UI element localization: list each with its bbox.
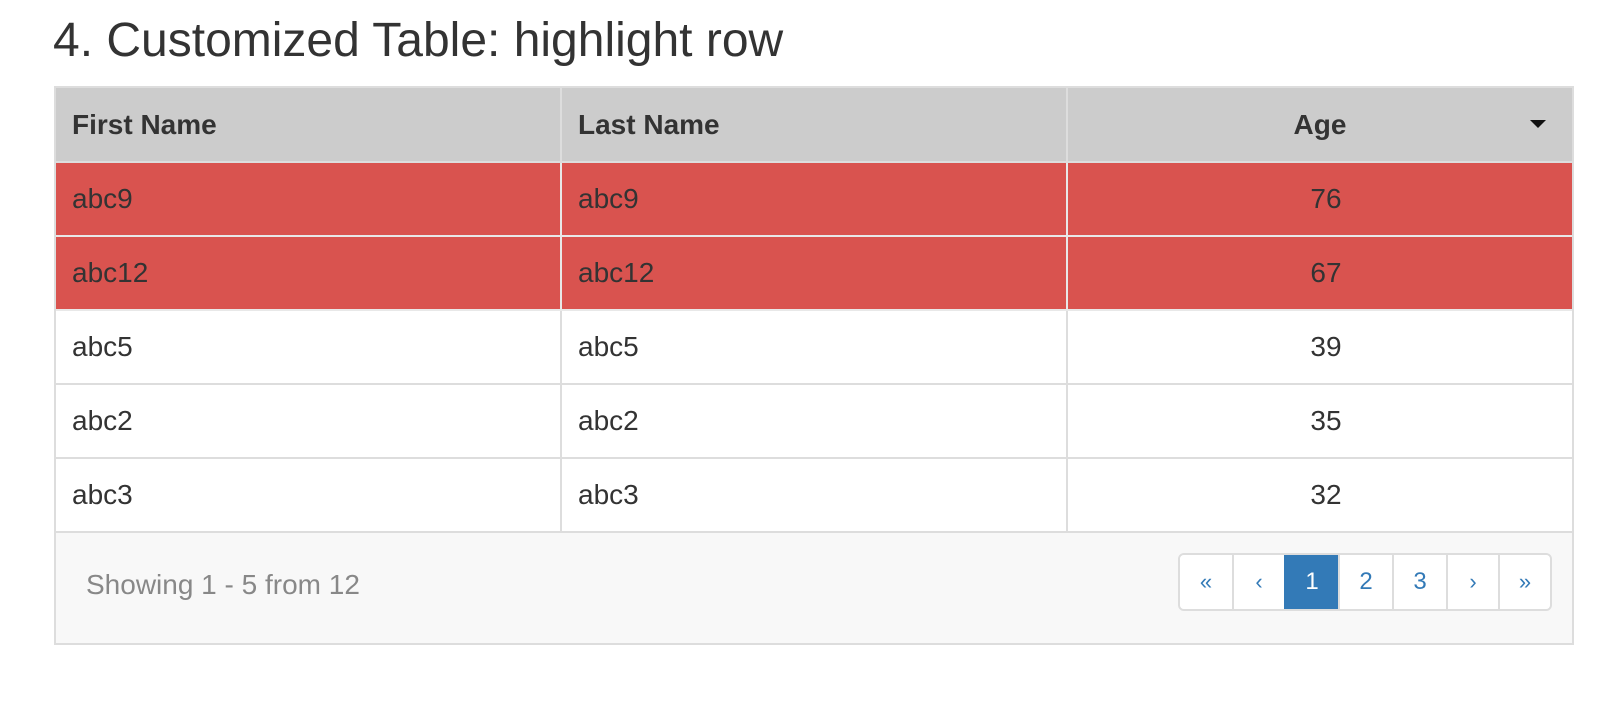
- column-header-age-label: Age: [1293, 108, 1347, 140]
- cell-first-name: abc2: [56, 384, 562, 459]
- cell-age: 39: [1067, 310, 1572, 385]
- column-header-last-name[interactable]: Last Name: [561, 88, 1068, 163]
- cell-age: 76: [1067, 162, 1572, 237]
- cell-first-name: abc3: [56, 458, 562, 533]
- first-page-button[interactable]: «: [1180, 555, 1232, 609]
- page-button-3[interactable]: 3: [1392, 555, 1446, 609]
- pagination: « ‹ 1 2 3 › »: [1178, 553, 1552, 611]
- page-button-1[interactable]: 1: [1284, 555, 1338, 609]
- table-header-row: First Name Last Name Age: [56, 88, 1572, 163]
- page-button-2[interactable]: 2: [1338, 555, 1392, 609]
- table-row[interactable]: abc5 abc5 39: [56, 310, 1572, 385]
- data-table: First Name Last Name Age abc9 abc9 76 ab…: [56, 88, 1572, 533]
- next-page-button[interactable]: ›: [1446, 555, 1498, 609]
- data-table-container: First Name Last Name Age abc9 abc9 76 ab…: [54, 86, 1574, 645]
- cell-last-name: abc3: [561, 458, 1068, 533]
- sort-descending-icon[interactable]: [1530, 120, 1546, 128]
- cell-last-name: abc5: [561, 310, 1068, 385]
- pagination-status: Showing 1 - 5 from 12: [86, 569, 360, 600]
- table-row[interactable]: abc9 abc9 76: [56, 162, 1572, 237]
- cell-first-name: abc12: [56, 236, 562, 311]
- table-row[interactable]: abc2 abc2 35: [56, 384, 1572, 459]
- cell-last-name: abc12: [561, 236, 1068, 311]
- cell-first-name: abc9: [56, 162, 562, 237]
- previous-page-button[interactable]: ‹: [1232, 555, 1284, 609]
- cell-first-name: abc5: [56, 310, 562, 385]
- cell-age: 67: [1067, 236, 1572, 311]
- page-title: 4. Customized Table: highlight row: [53, 14, 784, 67]
- cell-age: 35: [1067, 384, 1572, 459]
- last-page-button[interactable]: »: [1498, 555, 1550, 609]
- cell-last-name: abc9: [561, 162, 1068, 237]
- cell-last-name: abc2: [561, 384, 1068, 459]
- table-row[interactable]: abc12 abc12 67: [56, 236, 1572, 311]
- cell-age: 32: [1067, 458, 1572, 533]
- column-header-first-name[interactable]: First Name: [56, 88, 562, 163]
- table-row[interactable]: abc3 abc3 32: [56, 458, 1572, 533]
- column-header-age[interactable]: Age: [1067, 88, 1572, 163]
- table-footer: Showing 1 - 5 from 12 « ‹ 1 2 3 › »: [56, 533, 1572, 643]
